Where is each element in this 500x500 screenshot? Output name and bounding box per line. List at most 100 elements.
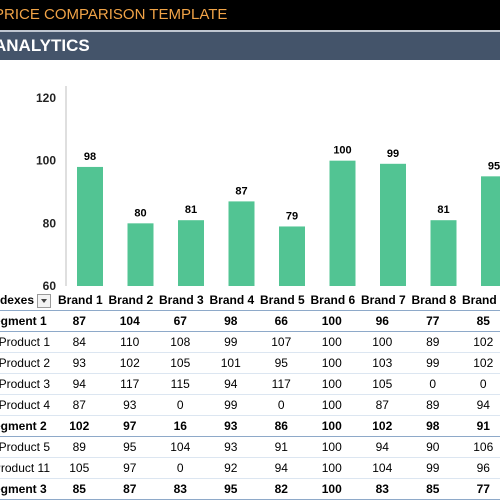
bar-brand-2 xyxy=(127,223,154,286)
y-tick-label: 60 xyxy=(43,279,57,290)
table-cell: 107 xyxy=(256,331,307,353)
y-tick-label: 80 xyxy=(43,216,57,230)
table-cell: 101 xyxy=(205,352,256,374)
table-cell: 105 xyxy=(54,457,105,479)
table-cell: 105 xyxy=(357,373,408,395)
table-cell: 100 xyxy=(306,394,357,416)
table-cell: 93 xyxy=(205,436,256,458)
table-cell: 85 xyxy=(407,478,458,500)
data-label: 81 xyxy=(437,204,449,216)
table-cell: 100 xyxy=(357,331,408,353)
table-cell: 89 xyxy=(407,331,458,353)
table-cell: 95 xyxy=(205,478,256,500)
table-cell: 16 xyxy=(155,415,206,437)
column-header: Brand 2 xyxy=(104,290,155,311)
table-cell: 98 xyxy=(407,415,458,437)
y-tick-label: 120 xyxy=(36,91,56,105)
table-cell: 89 xyxy=(54,436,105,458)
table-cell: 104 xyxy=(104,310,155,332)
filter-dropdown-icon[interactable] xyxy=(37,294,51,308)
bar-brand-1 xyxy=(77,166,103,286)
table-cell: 77 xyxy=(407,310,458,332)
table-cell: 93 xyxy=(54,352,105,374)
bar-brand-6 xyxy=(329,160,356,286)
table-cell: 100 xyxy=(306,457,357,479)
table-cell: 66 xyxy=(256,310,307,332)
y-tick-label: 100 xyxy=(36,154,56,168)
table-cell: 0 xyxy=(155,457,206,479)
table-cell: 102 xyxy=(54,415,105,437)
bar-brand-7 xyxy=(380,163,406,286)
bar-brand-3 xyxy=(178,220,204,286)
table-cell: 91 xyxy=(458,415,500,437)
table-cell: 117 xyxy=(104,373,155,395)
data-label: 80 xyxy=(134,207,146,219)
column-header: Brand 4 xyxy=(205,290,256,311)
table-cell: 94 xyxy=(458,394,500,416)
table-cell: 105 xyxy=(155,352,206,374)
table-cell: 100 xyxy=(306,352,357,374)
chart-canvas: 60 80 100 120 98 80 81 87 79 100 99 81 95 xyxy=(36,86,500,290)
table-cell: 84 xyxy=(54,331,105,353)
table-cell: 67 xyxy=(155,310,206,332)
row-label: Product 2 xyxy=(0,352,54,374)
table-cell: 86 xyxy=(256,415,307,437)
table-cell: 100 xyxy=(306,436,357,458)
data-label: 98 xyxy=(84,151,96,163)
column-header: Brand 8 xyxy=(407,290,458,311)
row-label: Segment 1 xyxy=(0,310,54,332)
table-cell: 94 xyxy=(256,457,307,479)
table-cell: 0 xyxy=(256,394,307,416)
column-header: Brand 6 xyxy=(306,290,357,311)
row-label: Product 1 xyxy=(0,331,54,353)
column-header: Brand 3 xyxy=(155,290,206,311)
table-cell: 100 xyxy=(306,478,357,500)
table-cell: 106 xyxy=(458,436,500,458)
table-cell: 85 xyxy=(54,478,105,500)
table-cell: 100 xyxy=(306,331,357,353)
row-label: Product 4 xyxy=(0,394,54,416)
column-header: Brand 9 xyxy=(458,290,500,311)
table-cell: 94 xyxy=(54,373,105,395)
title-bar: PRICE COMPARISON TEMPLATE xyxy=(0,0,500,30)
table-cell: 102 xyxy=(458,352,500,374)
bar-brand-5 xyxy=(279,226,305,286)
table-row: Product 2 93 102 105 101 95 100 103 99 102 xyxy=(0,352,500,374)
row-label: Product 3 xyxy=(0,373,54,395)
section-title: ANALYTICS xyxy=(0,36,90,55)
table-cell: 0 xyxy=(458,373,500,395)
table-cell: 87 xyxy=(54,310,105,332)
table-cell: 104 xyxy=(155,436,206,458)
table-cell: 99 xyxy=(205,394,256,416)
row-labels-header: Product Indexes xyxy=(0,290,54,311)
table-cell: 94 xyxy=(357,436,408,458)
table-cell: 110 xyxy=(104,331,155,353)
table-cell: 102 xyxy=(458,331,500,353)
table-cell: 89 xyxy=(407,394,458,416)
data-label: 81 xyxy=(185,204,197,216)
table-cell: 95 xyxy=(104,436,155,458)
table-row: Product 3 94 117 115 94 117 100 105 0 0 xyxy=(0,373,500,395)
table-cell: 98 xyxy=(205,310,256,332)
table-cell: 91 xyxy=(256,436,307,458)
table-cell: 87 xyxy=(357,394,408,416)
table-row: Product 5 89 95 104 93 91 100 94 90 106 xyxy=(0,436,500,458)
page-title: PRICE COMPARISON TEMPLATE xyxy=(0,6,228,23)
row-label: Segment 3 xyxy=(0,478,54,500)
table-row: Product 4 87 93 0 99 0 100 87 89 94 xyxy=(0,394,500,416)
table-cell: 90 xyxy=(407,436,458,458)
table-cell: 94 xyxy=(205,373,256,395)
table-cell: 96 xyxy=(458,457,500,479)
table-cell: 93 xyxy=(104,394,155,416)
table-cell: 97 xyxy=(104,457,155,479)
table-cell: 102 xyxy=(104,352,155,374)
table-cell: 100 xyxy=(306,310,357,332)
data-label: 95 xyxy=(488,160,500,172)
table-cell: 85 xyxy=(458,310,500,332)
bar-brand-9 xyxy=(481,176,500,286)
table-cell: 93 xyxy=(205,415,256,437)
table-cell: 96 xyxy=(357,310,408,332)
